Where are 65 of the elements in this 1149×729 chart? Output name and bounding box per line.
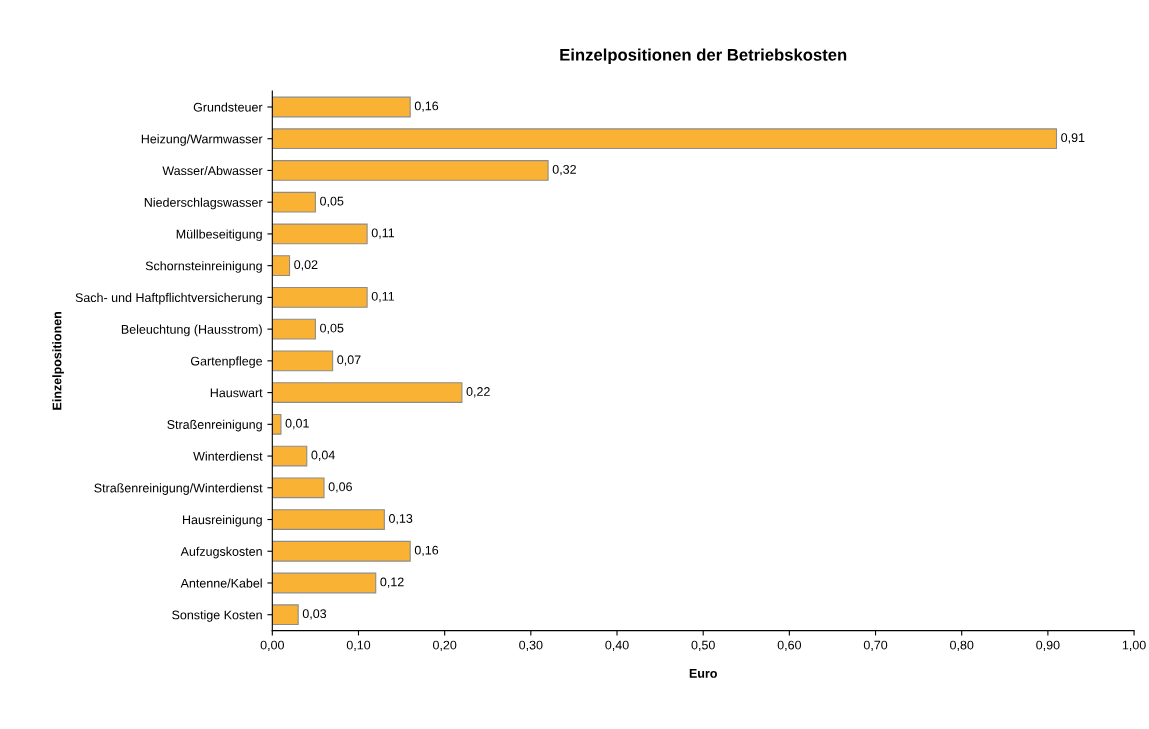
- x-tick-label: 0,20: [432, 640, 457, 651]
- bar: [272, 255, 291, 277]
- chart-title: Einzelpositionen der Betriebskosten: [560, 48, 847, 65]
- data-label: 0,06: [328, 482, 352, 493]
- x-tick-label: 0,50: [691, 640, 715, 651]
- data-label: 0,01: [285, 418, 309, 430]
- x-tick-label: 0,30: [519, 640, 543, 651]
- bar: [272, 604, 299, 626]
- data-label: 0,05: [320, 196, 344, 208]
- data-label: 0,04: [311, 450, 335, 461]
- y-tick-label: Wasser/Abwasser: [162, 165, 263, 176]
- bar: [272, 96, 411, 118]
- bar: [272, 160, 549, 181]
- data-label: 0,22: [466, 387, 490, 398]
- y-tick-label: Antenne/Kabel: [180, 578, 262, 588]
- bar: [272, 191, 316, 213]
- x-tick-label: 0,10: [346, 640, 371, 651]
- y-tick-label: Grundsteuer: [193, 102, 263, 112]
- bar: [272, 286, 368, 308]
- data-label: 0,07: [337, 355, 361, 366]
- bar: [272, 445, 308, 467]
- y-tick-label: Straßenreinigung: [167, 419, 262, 432]
- y-axis-title: Einzelpositionen: [52, 311, 64, 410]
- y-tick-label: Niederschlagswasser: [144, 197, 263, 210]
- bar: [272, 509, 385, 530]
- x-tick-label: 0,80: [950, 640, 974, 651]
- bar: [272, 572, 377, 594]
- bar: [272, 382, 463, 403]
- data-label: 0,03: [302, 609, 327, 620]
- x-axis-title: Euro: [689, 669, 717, 678]
- y-tick-label: Beleuchtung (Hausstrom): [121, 324, 262, 337]
- bar: [272, 477, 325, 499]
- y-tick-label: Sach- und Haftpflichtversicherung: [75, 292, 262, 305]
- y-tick-label: Aufzugskosten: [180, 546, 262, 559]
- x-tick-label: 0,00: [260, 640, 284, 651]
- y-tick-label: Straßenreinigung/Winterdienst: [94, 483, 263, 495]
- y-tick-label: Sonstige Kosten: [172, 610, 262, 622]
- data-label: 0,91: [1061, 133, 1085, 144]
- data-label: 0,05: [320, 323, 344, 334]
- data-label: 0,12: [380, 577, 404, 588]
- bar: [272, 128, 1058, 150]
- bar: [272, 318, 316, 340]
- bar: [272, 350, 334, 372]
- y-tick-label: Müllbeseitigung: [176, 229, 262, 242]
- data-label: 0,16: [414, 101, 439, 112]
- bar: [272, 413, 282, 435]
- y-tick-label: Hausreinigung: [183, 514, 262, 527]
- x-tick-label: 0,70: [863, 640, 888, 651]
- data-label: 0,11: [371, 291, 395, 303]
- bar: [272, 540, 411, 562]
- y-tick-label: Gartenpflege: [190, 356, 263, 368]
- data-label: 0,16: [414, 545, 439, 557]
- data-label: 0,11: [371, 228, 395, 239]
- data-label: 0,02: [294, 260, 318, 271]
- y-tick-label: Winterdienst: [193, 451, 263, 461]
- x-tick-label: 0,40: [605, 640, 629, 651]
- data-label: 0,13: [389, 514, 413, 525]
- y-tick-label: Heizung/Warmwasser: [141, 134, 263, 146]
- y-tick-label: Schornsteinreinigung: [145, 261, 262, 273]
- x-tick-label: 0,60: [777, 640, 802, 651]
- data-label: 0,32: [552, 164, 576, 176]
- y-tick-label: Hauswart: [210, 388, 263, 398]
- x-tick-label: 0,90: [1036, 640, 1060, 651]
- x-tick-label: 1,00: [1122, 640, 1146, 651]
- bar: [272, 223, 368, 245]
